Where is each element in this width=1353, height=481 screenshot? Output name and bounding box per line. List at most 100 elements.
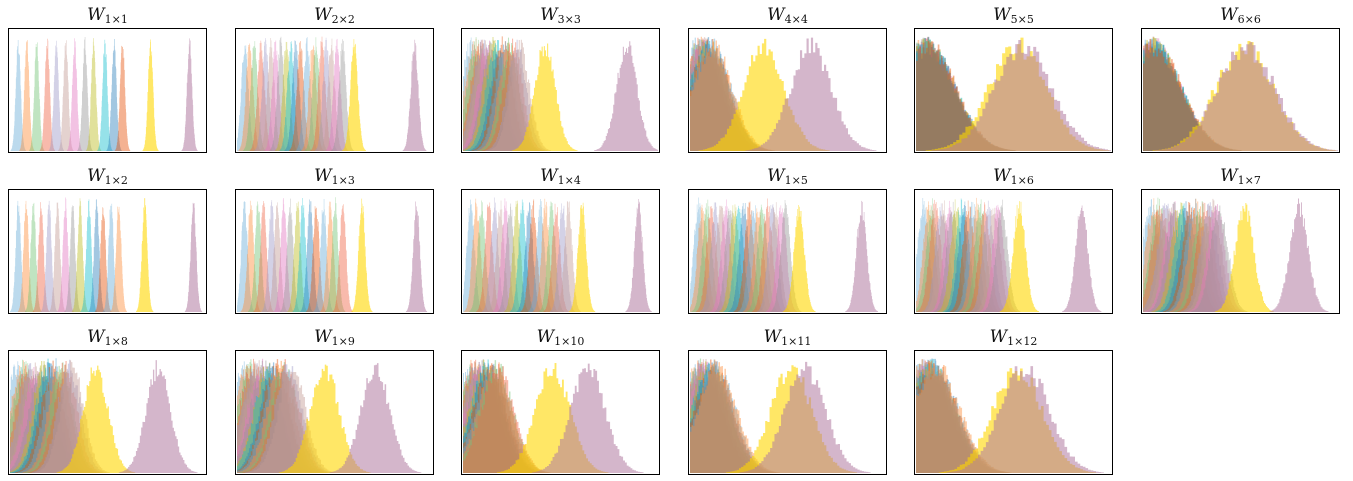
series-histogram	[463, 359, 539, 473]
series-histogram	[1147, 201, 1204, 312]
series-histogram	[751, 198, 784, 312]
series-histogram	[320, 38, 343, 151]
series-histogram	[705, 205, 737, 312]
series-histogram	[238, 43, 261, 151]
series-histogram	[280, 198, 301, 312]
series-histogram	[32, 202, 50, 312]
plot-frame	[8, 189, 207, 314]
series-histogram	[690, 358, 765, 473]
series-histogram	[463, 362, 548, 473]
subplot-1x1: W1×1	[8, 4, 207, 153]
histogram-plot	[688, 189, 887, 314]
last-histogram	[329, 363, 422, 473]
series-histogram	[916, 360, 1007, 473]
subplot-title: W4×4	[688, 4, 887, 31]
histogram-plot	[8, 28, 207, 153]
series-histogram	[719, 204, 751, 312]
series-histogram	[1143, 198, 1179, 312]
subplot-title: W1×10	[461, 326, 660, 353]
series-histogram	[240, 200, 261, 312]
series-histogram	[916, 37, 1013, 151]
series-histogram	[1184, 198, 1241, 312]
series-histogram	[304, 37, 328, 151]
series-histogram	[254, 38, 277, 151]
plot-frame	[235, 189, 434, 314]
subplot-1x7: W1×7	[1141, 165, 1340, 314]
series-histogram	[1143, 198, 1183, 312]
subplot-title-letter: W	[540, 5, 558, 25]
last-histogram	[532, 363, 644, 473]
series-histogram	[88, 199, 105, 312]
series-histogram	[247, 201, 269, 312]
series-histogram	[40, 200, 58, 312]
subplot-1x12: W1×12	[914, 326, 1113, 475]
series-histogram	[916, 38, 1015, 151]
plot-frame	[8, 350, 207, 475]
series-histogram	[463, 364, 542, 473]
histogram-plot	[461, 189, 660, 314]
series-histogram	[292, 197, 313, 312]
histogram-plot	[461, 350, 660, 475]
series-histogram	[57, 197, 74, 312]
series-histogram	[1143, 38, 1241, 151]
subplot-title: W1×7	[1141, 165, 1340, 192]
series-histogram	[916, 360, 1011, 473]
series-histogram	[1143, 39, 1239, 151]
series-histogram	[310, 36, 334, 151]
series-histogram	[690, 36, 762, 151]
series-histogram	[237, 360, 308, 473]
series-histogram	[1143, 38, 1243, 151]
last-histogram	[739, 361, 871, 473]
series-histogram	[757, 204, 789, 312]
series-histogram	[1169, 198, 1226, 312]
plot-frame	[914, 189, 1113, 314]
series-histogram	[49, 202, 66, 312]
series-histogram	[314, 37, 338, 151]
subplot-title-subscript: 1×9	[331, 335, 355, 348]
series-histogram	[690, 359, 777, 473]
series-histogram	[332, 204, 353, 312]
series-histogram	[463, 363, 545, 473]
subplot-title: W1×12	[914, 326, 1113, 353]
plot-frame	[914, 28, 1113, 153]
series-histogram	[463, 37, 508, 151]
series-histogram	[695, 206, 728, 312]
series-histogram	[320, 201, 341, 312]
series-histogram	[463, 360, 550, 473]
series-histogram	[10, 360, 60, 473]
highlight-histogram	[56, 365, 136, 473]
subplot-title-subscript: 1×1	[104, 13, 128, 26]
subplot-title: W6×6	[1141, 4, 1340, 31]
subplot-1x11: W1×11	[688, 326, 887, 475]
series-histogram	[1159, 201, 1216, 312]
last-histogram	[1062, 205, 1102, 312]
subplot-title-subscript: 2×2	[331, 13, 355, 26]
series-histogram	[1143, 205, 1189, 312]
series-histogram	[509, 199, 535, 312]
series-histogram	[237, 358, 306, 473]
series-histogram	[916, 359, 1001, 473]
subplot-3x3: W3×3	[461, 4, 660, 153]
subplot-title: W1×4	[461, 165, 660, 192]
subplot-1x8: W1×8	[8, 326, 207, 475]
histogram-plot	[914, 28, 1113, 153]
series-histogram	[504, 200, 530, 312]
subplot-5x5: W5×5	[914, 4, 1113, 153]
series-histogram	[746, 204, 779, 312]
subplot-title-subscript: 4×4	[784, 13, 808, 26]
series-histogram	[463, 39, 523, 151]
series-histogram	[279, 41, 303, 151]
plot-frame	[235, 350, 434, 475]
series-histogram	[485, 39, 548, 151]
subplot-title: W1×8	[8, 326, 207, 353]
series-histogram	[10, 364, 79, 473]
series-histogram	[520, 199, 546, 312]
series-histogram	[464, 40, 528, 151]
highlight-histogram	[351, 198, 373, 312]
highlight-histogram	[568, 202, 596, 312]
series-histogram	[555, 201, 581, 312]
series-histogram	[1143, 36, 1240, 151]
highlight-histogram	[278, 364, 371, 473]
series-histogram	[690, 204, 719, 312]
series-histogram	[284, 40, 308, 151]
